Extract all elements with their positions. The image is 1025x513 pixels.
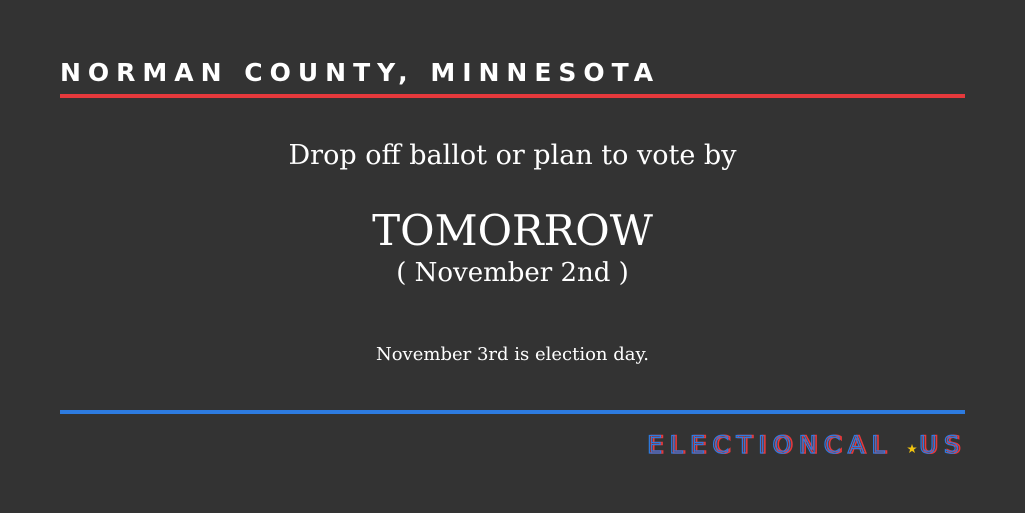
election-day-note: November 3rd is election day. <box>375 344 650 365</box>
top-divider <box>60 94 965 98</box>
intro-text: Drop off ballot or plan to vote by <box>288 140 737 171</box>
deadline-word: TOMORROW <box>372 206 653 255</box>
electioncal-logo: ELECTIONCAL US <box>648 430 966 460</box>
deadline-date: ( November 2nd ) <box>396 258 629 288</box>
star-icon <box>907 444 917 453</box>
county-title: NORMAN COUNTY, MINNESOTA <box>60 58 661 87</box>
bottom-divider <box>60 410 965 414</box>
